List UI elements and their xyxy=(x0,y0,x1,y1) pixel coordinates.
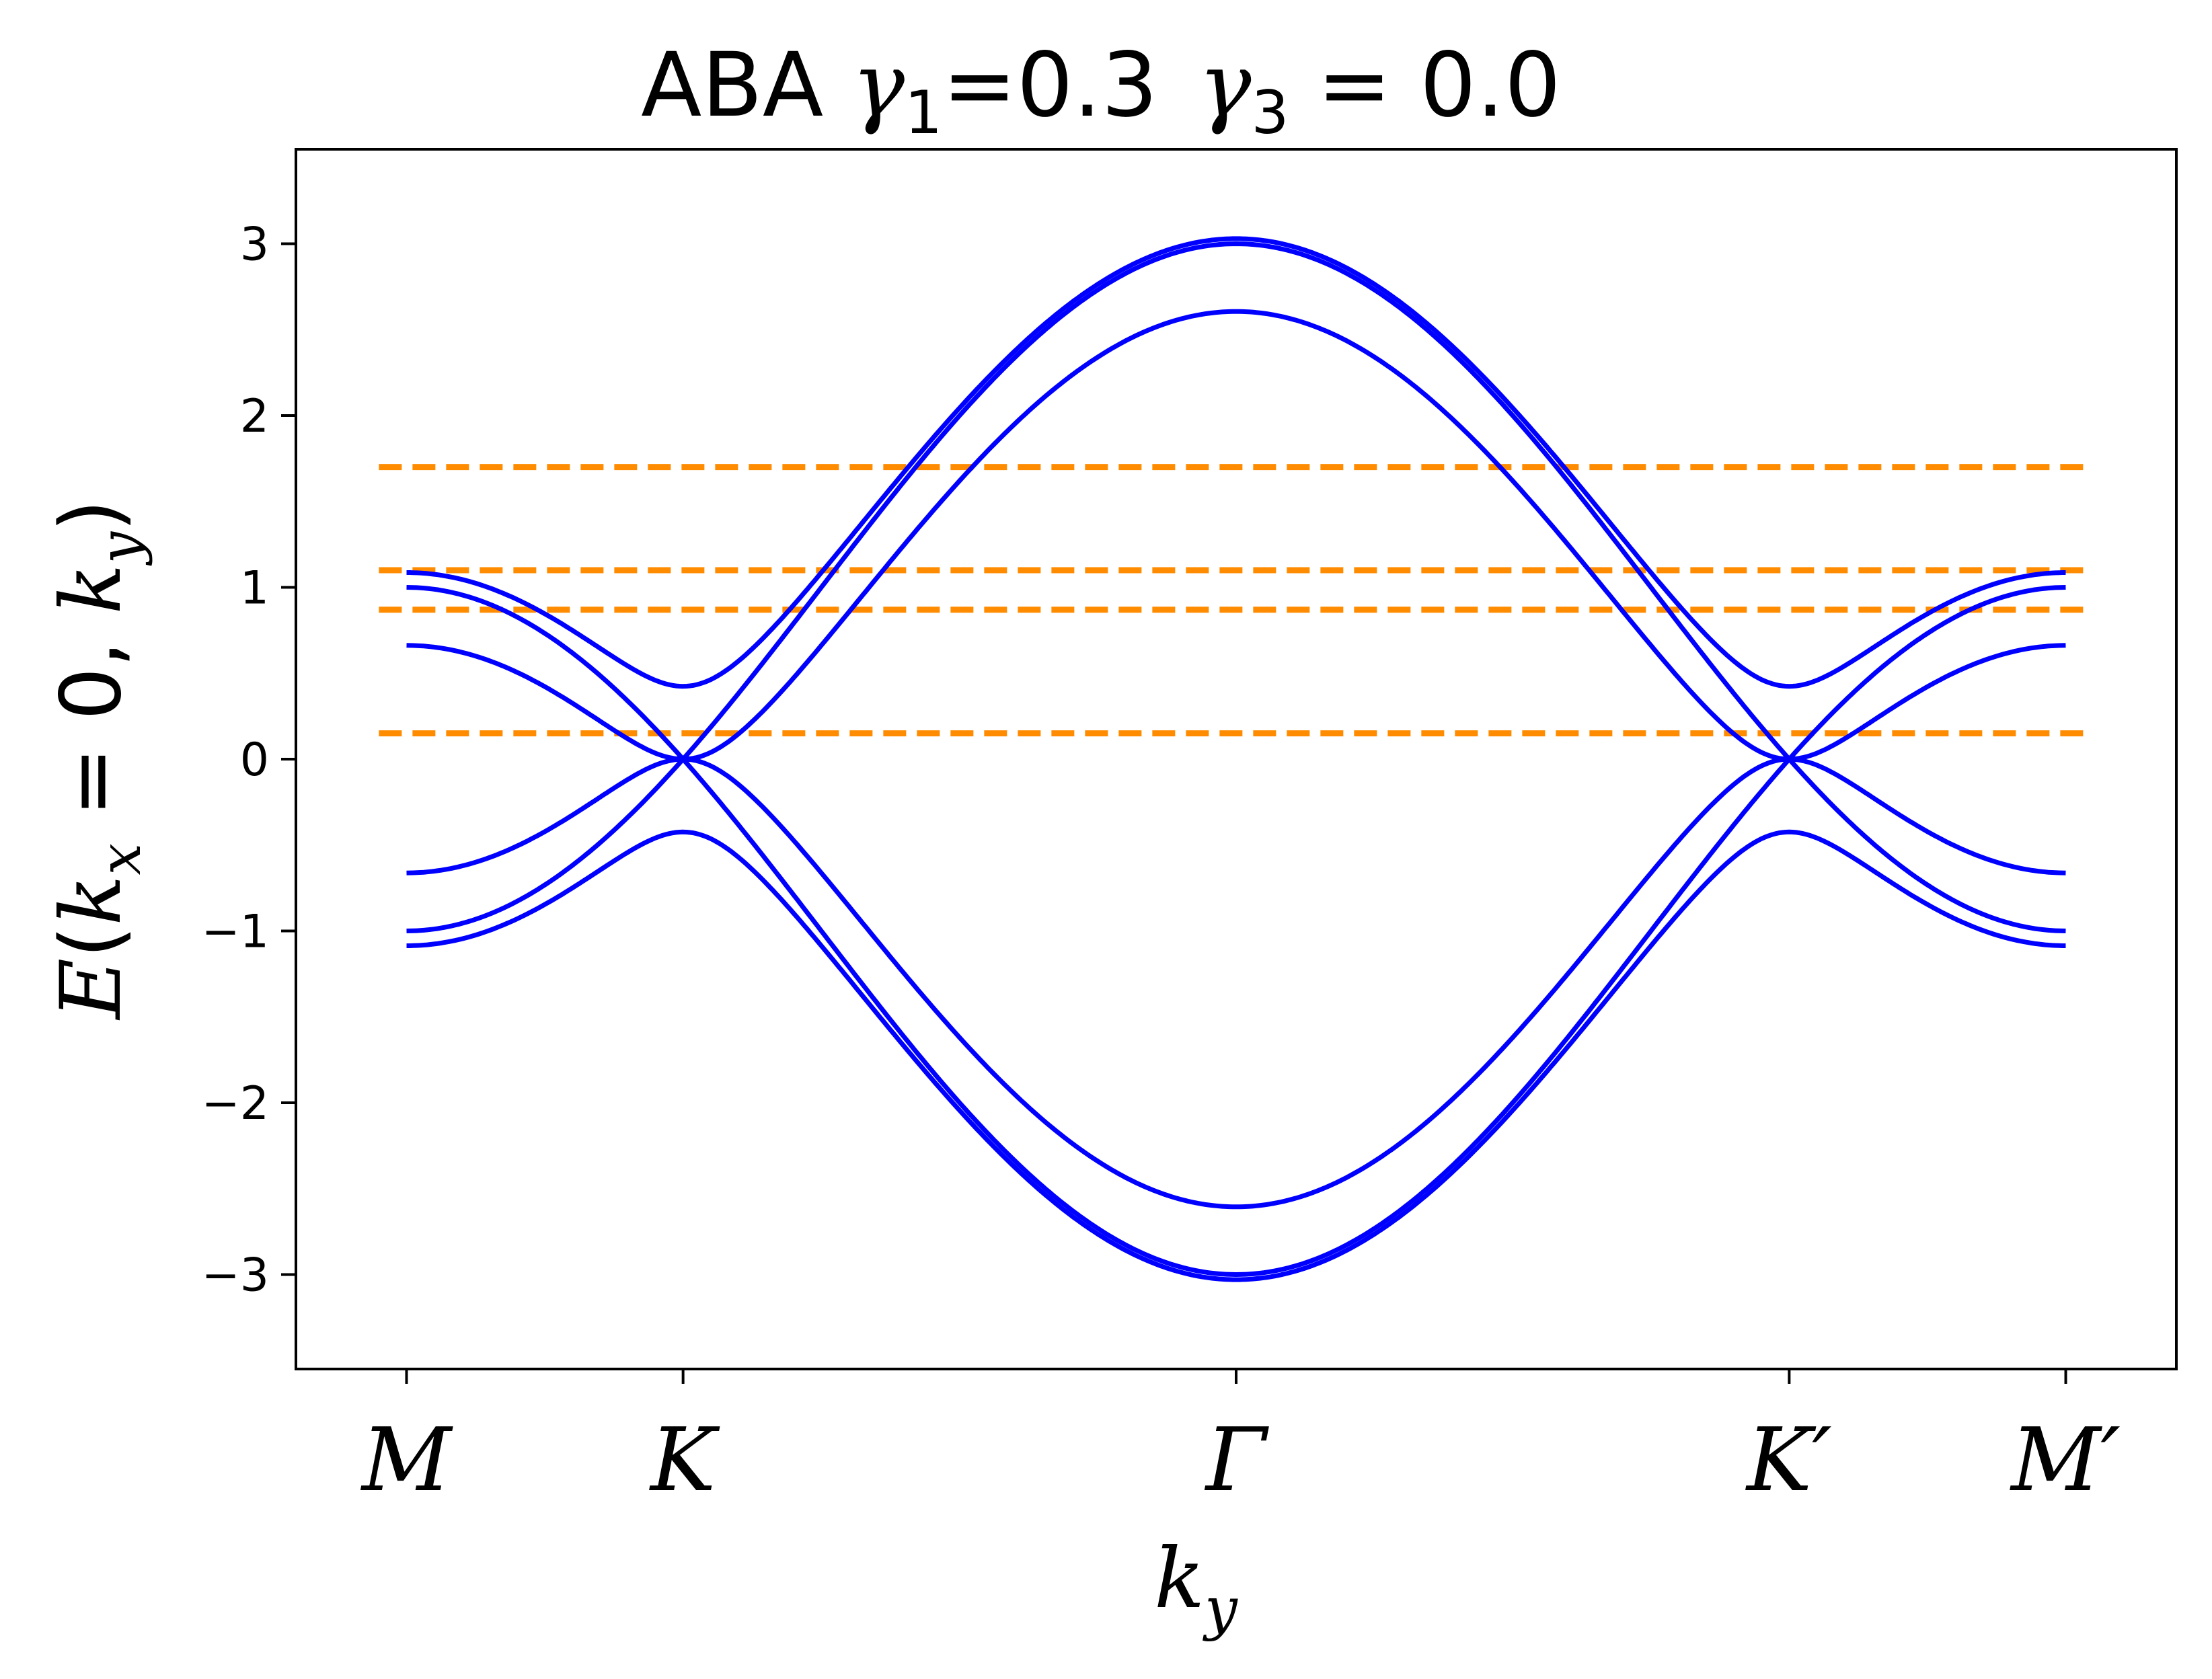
y-axis-label-sub1: x xyxy=(87,843,153,875)
y-axis-label-close: ) xyxy=(43,500,140,532)
x-tick-label: K xyxy=(649,1409,720,1511)
band-curve xyxy=(406,236,2066,689)
y-axis-label: E(kx = 0, ky) xyxy=(43,500,153,1021)
y-axis-label-eq: = 0, xyxy=(43,615,140,843)
y-axis-label-sub2: y xyxy=(87,531,153,566)
y-axis-ticks: −3 −2 −1 0 1 2 3 xyxy=(202,219,296,1302)
y-tick-label: −1 xyxy=(202,905,269,958)
title-prefix: ABA xyxy=(641,34,851,137)
title-gamma3-sub: 3 xyxy=(1251,78,1289,147)
title-gamma1-sub: 1 xyxy=(905,78,942,147)
reference-lines xyxy=(379,464,2094,737)
y-tick-label: 2 xyxy=(240,390,269,443)
x-axis-label-sub: y xyxy=(1202,1575,1238,1643)
x-tick-label: M xyxy=(360,1409,453,1511)
x-axis-label: ky xyxy=(1154,1530,1238,1643)
y-axis-label-open: ( xyxy=(43,926,140,958)
y-tick-label: 1 xyxy=(240,562,269,615)
band-curve xyxy=(406,755,2066,1278)
title-gamma3-value: = 0.0 xyxy=(1289,34,1560,137)
x-tick-label: Γ xyxy=(1204,1409,1269,1511)
title-gamma3-symbol: γ xyxy=(1198,34,1252,137)
x-axis-label-base: k xyxy=(1154,1530,1205,1627)
band-curve xyxy=(406,756,2066,1210)
band-curve xyxy=(406,309,2066,762)
y-axis-label-k1: k xyxy=(43,875,140,925)
plot-frame xyxy=(295,148,2178,1370)
y-tick-label: −2 xyxy=(202,1077,269,1130)
band-curves xyxy=(406,236,2066,1282)
x-tick-label: K′ xyxy=(1745,1409,1832,1511)
title-gamma1-symbol: γ xyxy=(851,34,905,137)
y-axis-label-k2: k xyxy=(43,563,140,614)
x-tick-label: M′ xyxy=(2010,1409,2121,1511)
title-gamma1-value: =0.3 xyxy=(942,34,1158,137)
y-tick-label: 0 xyxy=(240,734,269,787)
x-axis-ticks: M K Γ K′ M′ xyxy=(360,1369,2121,1511)
y-axis-label-e: E xyxy=(43,958,140,1021)
band-curve xyxy=(406,829,2066,1282)
y-tick-label: 3 xyxy=(240,219,269,272)
y-tick-label: −3 xyxy=(202,1249,269,1302)
chart-title: ABA γ1=0.3 γ3 = 0.0 xyxy=(641,34,1561,147)
